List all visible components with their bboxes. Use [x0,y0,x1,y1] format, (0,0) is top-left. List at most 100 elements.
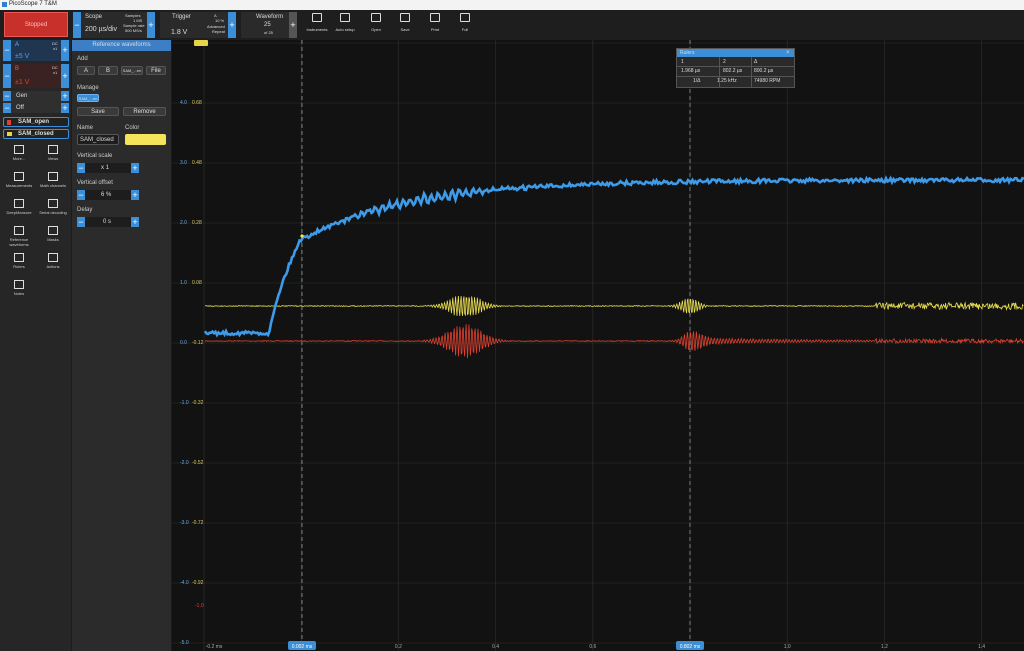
side-tool-label: Masks [47,237,59,242]
y-axis-label: -3.0 [180,520,189,526]
scope-plus[interactable]: + [147,12,155,38]
divider [677,66,794,67]
minus[interactable]: − [77,217,85,227]
reference-open[interactable]: SAM_open [3,117,69,127]
manage-item[interactable]: SAM_...en [77,94,99,102]
side-tool-label: Rulers [13,264,25,269]
remove-button[interactable]: Remove [123,107,166,116]
channel-b-minus[interactable]: − [3,64,11,88]
reference-name: SAM_closed [18,131,54,137]
plus[interactable]: + [131,163,139,173]
channel-coupling: DC [52,41,58,46]
tool-icon [312,13,322,22]
side-tool[interactable]: Measurements [4,170,34,195]
side-tool[interactable]: Reference waveforms [4,224,34,249]
channel-a-plus[interactable]: + [61,40,69,61]
channel-a-minus[interactable]: − [3,40,11,61]
waveform-group: + Waveform 25 of 25 [241,12,297,38]
save-button[interactable]: Save [77,107,119,116]
side-tool[interactable]: Views [38,143,68,168]
side-tool-label: Math channels [39,183,66,188]
scope-minus[interactable]: − [73,12,81,38]
x-axis-label: 1.0 [784,644,791,650]
y-axis-label: -0.92 [192,580,204,586]
channel-b[interactable]: − + B DC x1 ±1 V [3,64,69,88]
channel-a[interactable]: − + A DC x1 ±5 V [3,40,69,61]
vertical-offset: − + 6 % [77,190,139,200]
channel-b-plus[interactable]: + [61,64,69,88]
generator[interactable]: − + − + Gen Off [3,91,69,113]
delay-value: 0 s [103,219,112,225]
channel-name: A [15,42,20,48]
side-tool[interactable]: Rulers [4,251,34,276]
trigger-level: 1.8 V [171,29,188,36]
rpm: 74980 RPM [754,78,781,84]
add-button[interactable]: B [98,66,118,75]
plus[interactable]: + [131,217,139,227]
vertical-scale: − + x 1 [77,163,139,173]
gen-minus[interactable]: − [3,91,11,101]
add-label: Add [77,56,88,62]
tool-button[interactable]: Open [362,10,390,40]
waveform-index: 25 [264,22,271,28]
name-input[interactable]: SAM_closed [77,134,119,145]
y-axis-label: 2.0 [180,220,187,226]
trace-b-reference [204,324,1024,359]
add-button[interactable]: SAM_...en [121,66,143,75]
reference-icon [7,132,12,136]
side-tool-label: Measurements [5,183,33,188]
minus[interactable]: − [77,163,85,173]
trigger-marker [194,40,208,46]
tool-label: Open [371,27,381,32]
samples-label: Samples [125,13,141,18]
reference-closed[interactable]: SAM_closed [3,129,69,139]
divider [719,57,720,87]
color-swatch[interactable] [125,134,166,145]
x-axis-label: 0.2 [395,644,402,650]
plus[interactable]: + [131,190,139,200]
tool-button[interactable]: Auto setup [331,10,359,40]
add-button[interactable]: A [77,66,95,75]
gen-plus[interactable]: + [61,91,69,101]
vertical-scale-label: Vertical scale [77,153,113,159]
stop-button[interactable]: Stopped [4,12,68,37]
gen-state-minus[interactable]: − [3,103,11,113]
trigger-plus[interactable]: + [228,12,236,38]
y-axis-label: -5.0 [180,640,189,646]
divider [677,76,794,77]
ruler-value: 802.2 µs [723,68,743,74]
add-button[interactable]: File [146,66,166,75]
y-axis-label: 1.0 [180,280,187,286]
y-axis-label: 0.48 [192,160,202,166]
side-tool-label: DeepMeasure [6,210,32,215]
tool-button[interactable]: Instruments [303,10,331,40]
side-tool[interactable]: Actions [38,251,68,276]
app-icon [2,2,7,7]
scope-label: Scope [85,14,103,20]
gen-state-plus[interactable]: + [61,103,69,113]
rulers-title: Rulers [677,49,794,57]
ruler-tag[interactable] [288,641,316,650]
tool-label: Print [430,27,440,32]
tool-button[interactable]: Print [421,10,449,40]
side-tool[interactable]: Notes [4,278,34,303]
side-tool-label: More... [12,156,26,161]
y-axis-label: 0.0 [180,340,187,346]
side-tool[interactable]: DeepMeasure [4,197,34,222]
x-axis-label: 1.2 [881,644,888,650]
ruler-tag[interactable] [676,641,704,650]
side-tool[interactable]: Masks [38,224,68,249]
channel-range: ±1 V [15,79,30,86]
side-tool[interactable]: Serial decoding [38,197,68,222]
tool-button[interactable]: Save [391,10,419,40]
frequency: 1.25 kHz [717,78,737,84]
close-button[interactable]: × [786,50,790,56]
trigger-mode: Repeat [212,29,225,34]
trace-reference [204,295,1024,317]
side-tool[interactable]: Math channels [38,170,68,195]
tool-button[interactable]: Full [451,10,479,40]
side-tool[interactable]: More... [4,143,34,168]
minus[interactable]: − [77,190,85,200]
waveform-plus[interactable]: + [289,12,297,38]
x-axis-label: 0.4 [492,644,499,650]
